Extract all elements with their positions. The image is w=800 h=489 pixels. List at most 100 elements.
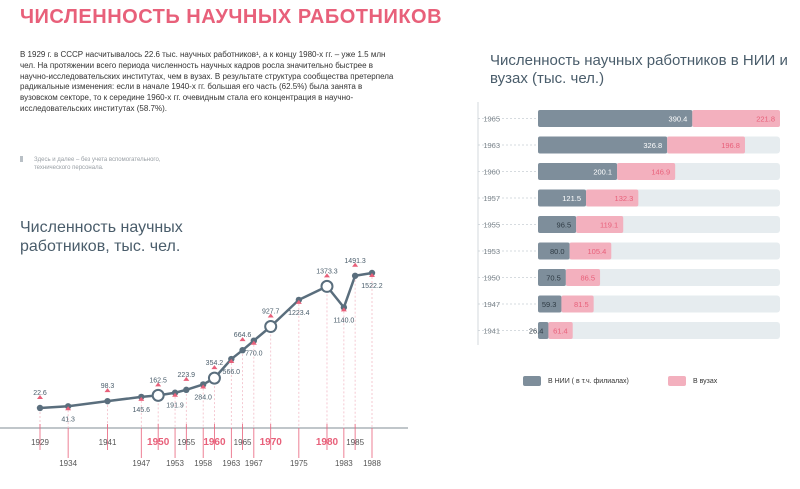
bar-vuz (617, 163, 676, 180)
tick-label-year-bottom: 1934 (59, 459, 77, 468)
bar-value-label-vuz: 86.5 (580, 274, 595, 283)
tick-label-year-top: 1955 (177, 438, 195, 447)
bar-vuz (548, 322, 573, 339)
bar-value-label-vuz: 196.8 (721, 141, 740, 150)
line-data-label: 1223.4 (288, 310, 310, 317)
line-point (239, 346, 246, 354)
tick-label-year-bottom: 1958 (194, 459, 212, 468)
point-marker-icon (65, 406, 72, 411)
line-data-label: 223.9 (178, 372, 196, 379)
bar-value-label-vuz: 119.1 (600, 221, 618, 230)
line-data-label: 1140.0 (333, 317, 354, 324)
point-marker-icon (138, 396, 145, 401)
legend-swatch-nii (523, 376, 541, 386)
point-marker-icon (295, 299, 302, 304)
bar-value-label-nii: 80.0 (550, 247, 565, 256)
line-data-label: 770.0 (245, 351, 263, 358)
line-chart-title: Численность научных работников, тыс. чел… (20, 219, 183, 255)
bar-value-label-nii: 26.4 (529, 327, 544, 336)
line-data-label: 927.7 (262, 309, 280, 316)
tick-label-year-top: 1960 (203, 437, 226, 448)
line-data-label: 1491.3 (344, 258, 366, 265)
bar-track (538, 322, 780, 339)
bar-value-label-nii: 326.8 (643, 141, 662, 150)
bar-nii (538, 269, 566, 286)
bar-value-label-vuz: 105.4 (588, 247, 607, 256)
bar-nii (538, 216, 577, 233)
bar-vuz (576, 216, 624, 233)
tick-label-year-bottom: 1953 (166, 459, 184, 468)
point-marker-icon (211, 365, 218, 370)
bar-value-label-nii: 70.5 (546, 274, 561, 283)
point-marker-icon (200, 384, 207, 389)
line-series (39, 271, 373, 410)
line-data-label: 98.3 (101, 383, 115, 390)
bar-nii (538, 136, 668, 154)
bar-value-label-vuz: 146.9 (651, 168, 670, 177)
bar-vuz (565, 269, 601, 286)
tick-label-year-top: 1980 (316, 437, 339, 448)
point-marker-icon (352, 262, 359, 267)
bar-category-label: 1941 (483, 327, 500, 336)
line-point (183, 386, 190, 394)
bar-category-label: 1953 (483, 247, 500, 256)
bar-value-label-vuz: 221.8 (756, 115, 775, 124)
bar-value-label-nii: 390.4 (669, 115, 688, 124)
bar-value-label-vuz: 61.4 (553, 327, 568, 336)
bar-vuz (569, 242, 612, 260)
bar-category-label: 1965 (483, 115, 500, 124)
line-data-label: 1373.3 (316, 268, 338, 275)
bar-value-label-vuz: 132.3 (615, 194, 634, 203)
tick-label-year-bottom: 1983 (335, 459, 353, 468)
bar-vuz (692, 110, 780, 127)
bar-nii (538, 242, 570, 260)
footnote-marker-icon (20, 156, 23, 162)
bar-track (538, 295, 780, 313)
bar-category-label: 1955 (483, 221, 500, 230)
line-point (64, 403, 72, 410)
bar-value-label-nii: 200.1 (593, 168, 612, 177)
legend-label-nii: В НИИ ( в т.ч. филиалах) (548, 377, 629, 385)
point-marker-icon (323, 273, 330, 278)
bar-nii (538, 189, 587, 207)
bar-value-label-nii: 96.5 (557, 221, 572, 230)
point-marker-icon (228, 359, 235, 364)
bar-category-label: 1950 (483, 274, 500, 283)
line-data-label: 354.2 (206, 360, 224, 367)
bar-category-label: 1957 (483, 194, 500, 203)
point-marker-icon (239, 337, 246, 342)
line-point-highlight (151, 388, 165, 402)
tick-label-year-top: 1970 (260, 437, 283, 448)
point-marker-icon (183, 376, 190, 381)
tick-label-year-bottom: 1988 (363, 459, 381, 468)
line-point (104, 397, 111, 405)
intro-paragraph: В 1929 г. в СССР насчитывалось 22.6 тыс.… (20, 50, 394, 113)
tick-label-year-top: 1929 (31, 438, 49, 447)
line-data-label: 566.0 (223, 369, 241, 376)
tick-label-year-bottom: 1967 (245, 459, 263, 468)
bar-category-label: 1960 (483, 168, 500, 177)
bar-value-label-nii: 59.3 (542, 300, 557, 309)
tick-label-year-top: 1965 (234, 438, 252, 447)
bar-value-label-vuz: 81.5 (574, 300, 589, 309)
bar-vuz (561, 295, 594, 313)
tick-label-year-top: 1941 (99, 438, 117, 447)
legend-swatch-vuz (668, 376, 686, 386)
line-data-label: 41.3 (61, 416, 75, 423)
tick-label-year-top: 1985 (346, 438, 364, 447)
page-title: ЧИСЛЕННОСТЬ НАУЧНЫХ РАБОТНИКОВ (20, 6, 443, 28)
line-point (351, 272, 359, 279)
bar-nii (538, 163, 618, 180)
line-data-label: 664.6 (234, 332, 252, 339)
bar-chart-title: Численность научных работников в НИИ и в… (490, 52, 788, 87)
tick-label-year-top: 1950 (147, 437, 170, 448)
line-data-label: 191.9 (166, 403, 184, 410)
line-point-highlight (264, 320, 278, 334)
point-marker-icon (172, 392, 179, 397)
bar-category-label: 1947 (483, 300, 500, 309)
bar-nii (538, 322, 549, 339)
legend-item-nii: В НИИ ( в т.ч. филиалах) (523, 376, 629, 386)
bar-category-label: 1963 (483, 141, 500, 150)
tick-label-year-bottom: 1947 (132, 459, 150, 468)
